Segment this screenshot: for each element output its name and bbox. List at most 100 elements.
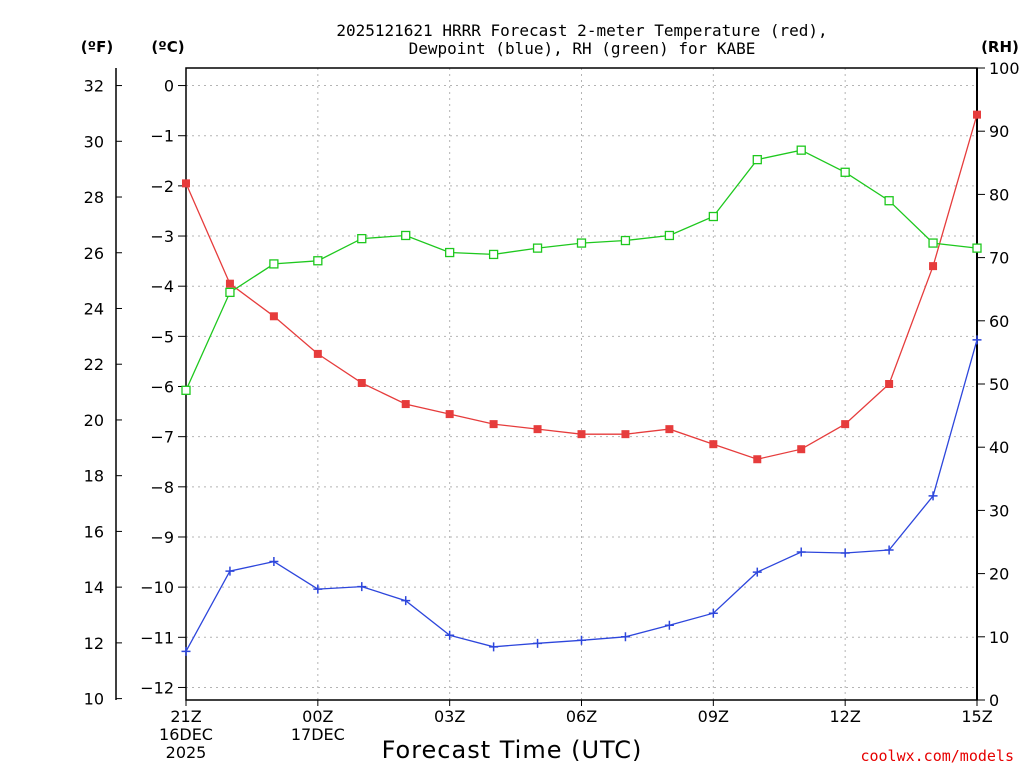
rh-unit-label: (RH) xyxy=(981,38,1019,56)
source-credit: coolwx.com/models xyxy=(860,747,1014,765)
celsius-tick-label: −12 xyxy=(140,678,174,697)
time-tick-label: 06Z xyxy=(566,707,597,726)
data-point xyxy=(445,247,455,258)
data-point xyxy=(533,425,542,434)
data-point xyxy=(489,420,498,429)
data-point xyxy=(752,567,762,577)
fahrenheit-tick-label: 10 xyxy=(84,690,104,709)
fahrenheit-tick-label: 14 xyxy=(84,578,104,597)
rh-tick-label: 20 xyxy=(989,565,1009,584)
data-point xyxy=(972,335,982,345)
rh-tick-label: 70 xyxy=(989,249,1009,268)
data-point xyxy=(665,425,674,434)
data-point xyxy=(533,638,543,648)
data-point xyxy=(577,635,586,645)
celsius-tick-label: −9 xyxy=(150,528,174,547)
fahrenheit-tick-label: 16 xyxy=(84,522,104,541)
data-point xyxy=(401,230,411,241)
celsius-tick-label: 0 xyxy=(164,77,174,96)
celsius-tick-label: −8 xyxy=(150,478,174,497)
celsius-tick-label: −10 xyxy=(140,578,174,597)
celsius-tick-label: −2 xyxy=(150,177,174,196)
series-dewpoint xyxy=(181,335,982,656)
celsius-tick-label: −7 xyxy=(150,428,174,447)
rh-tick-label: 80 xyxy=(989,185,1009,204)
data-point xyxy=(796,145,806,155)
data-point xyxy=(664,230,675,241)
rh-tick-label: 60 xyxy=(989,312,1009,331)
rh-tick-label: 50 xyxy=(989,375,1009,394)
data-point xyxy=(708,211,718,222)
data-point xyxy=(181,385,191,395)
data-point xyxy=(797,445,806,454)
data-point xyxy=(181,646,191,656)
data-point xyxy=(928,238,938,248)
data-point xyxy=(401,596,411,606)
data-point xyxy=(709,440,718,449)
data-point xyxy=(182,179,190,188)
data-point xyxy=(313,584,323,594)
time-tick-label: 16DEC xyxy=(159,725,213,744)
data-point xyxy=(532,243,543,253)
chart-title-line1: 2025121621 HRRR Forecast 2-meter Tempera… xyxy=(336,21,827,40)
time-tick-label: 21Z xyxy=(170,707,201,726)
time-tick-label: 17DEC xyxy=(291,725,345,744)
data-point xyxy=(620,632,630,642)
data-point xyxy=(841,420,850,429)
data-point xyxy=(489,642,499,652)
data-point xyxy=(269,312,278,321)
data-point xyxy=(753,455,762,464)
data-point xyxy=(972,243,982,253)
time-tick-label: 2025 xyxy=(166,743,207,762)
fahrenheit-tick-label: 26 xyxy=(84,244,104,263)
fahrenheit-tick-label: 30 xyxy=(84,132,104,151)
fahrenheit-tick-label: 24 xyxy=(84,299,104,318)
time-tick-label: 15Z xyxy=(961,707,992,726)
celsius-tick-label: −3 xyxy=(150,227,174,246)
series-layer xyxy=(181,110,982,656)
celsius-tick-label: −6 xyxy=(150,378,174,397)
celsius-tick-label: −11 xyxy=(140,628,174,647)
data-point xyxy=(225,566,235,576)
data-point xyxy=(840,167,850,177)
data-point xyxy=(928,491,938,501)
data-point xyxy=(313,256,323,266)
celsius-tick-label: −4 xyxy=(150,277,174,296)
fahrenheit-tick-label: 20 xyxy=(84,411,104,430)
data-point xyxy=(269,259,279,269)
fahrenheit-tick-label: 28 xyxy=(84,188,104,207)
time-tick-label: 12Z xyxy=(830,707,861,726)
data-point xyxy=(225,287,235,298)
rh-tick-label: 10 xyxy=(989,628,1009,647)
data-point xyxy=(929,262,938,271)
time-tick-label: 09Z xyxy=(698,707,729,726)
data-point xyxy=(884,545,894,555)
data-point xyxy=(973,110,981,119)
fahrenheit-axis: 32 30 28 26 24 22 20 18 16 14 12 10 xyxy=(84,77,122,709)
grid-layer xyxy=(186,68,977,700)
data-point xyxy=(621,430,630,439)
time-tick-label: 03Z xyxy=(434,707,465,726)
celsius-unit-label: (ºC) xyxy=(151,38,184,56)
data-point xyxy=(225,279,234,288)
data-point xyxy=(884,196,894,206)
data-point xyxy=(577,430,586,439)
data-point xyxy=(357,233,367,244)
celsius-tick-label: −5 xyxy=(150,327,174,346)
data-point xyxy=(445,410,454,419)
fahrenheit-tick-label: 22 xyxy=(84,355,104,374)
rh-tick-label: 0 xyxy=(989,691,999,710)
data-point xyxy=(357,582,367,592)
data-point xyxy=(752,154,762,165)
data-point xyxy=(357,378,366,387)
chart-title-line2: Dewpoint (blue), RH (green) for KABE xyxy=(409,39,756,58)
data-point xyxy=(269,557,279,567)
series-rh xyxy=(181,145,982,395)
data-point xyxy=(401,400,410,409)
rh-tick-label: 100 xyxy=(989,59,1020,78)
time-tick-label: 00Z xyxy=(302,707,333,726)
